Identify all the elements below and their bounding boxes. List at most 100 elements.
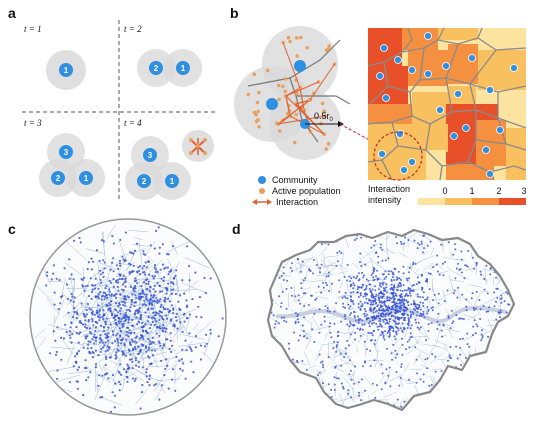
community-point (351, 300, 354, 302)
community-point (358, 394, 361, 397)
voronoi-edge (98, 262, 118, 270)
voronoi-edge (166, 286, 180, 299)
community-point (124, 354, 128, 357)
community-point (148, 343, 151, 346)
community-point (117, 289, 120, 292)
community-point (374, 339, 377, 342)
community-point (154, 268, 157, 271)
community-point (133, 379, 136, 382)
community-point (199, 386, 202, 389)
population-dot (288, 39, 292, 44)
community-point (273, 245, 276, 248)
community-point (365, 348, 368, 351)
community-point (217, 335, 220, 338)
community-point (295, 392, 298, 394)
community-point (373, 330, 376, 332)
voronoi-edge (405, 260, 422, 270)
community-point (489, 361, 492, 364)
community-point (415, 307, 418, 310)
community-point (489, 273, 492, 276)
community-point (344, 352, 347, 355)
community-point (340, 320, 343, 323)
community-point (388, 335, 391, 338)
community-point (399, 289, 402, 292)
community-point (143, 293, 146, 296)
community-point (153, 247, 156, 250)
community-point (374, 310, 377, 313)
community-point (377, 288, 380, 291)
community-point (119, 335, 122, 338)
community-point (301, 360, 304, 362)
community-point (394, 316, 397, 319)
community-point (461, 383, 464, 386)
community-point (142, 344, 145, 347)
community-point (91, 338, 94, 341)
voronoi-edge (115, 262, 131, 266)
community-point (157, 340, 160, 343)
community-point (394, 349, 397, 352)
community-point (117, 305, 120, 308)
community-point (51, 245, 55, 248)
community-point (191, 298, 194, 301)
community-point (154, 383, 157, 386)
community-point (390, 283, 393, 286)
voronoi-edge (148, 329, 153, 340)
community-point (343, 276, 346, 278)
community-point (151, 321, 155, 324)
community-point (183, 292, 186, 295)
community-point (91, 320, 94, 323)
community-point (374, 317, 377, 320)
community-point (135, 364, 138, 367)
colorbar-tick-3: 3 (521, 186, 526, 196)
community-point (333, 340, 336, 343)
community-point (333, 322, 336, 325)
community-point (417, 281, 420, 284)
community-point (102, 275, 105, 278)
community-point (114, 354, 117, 357)
community-point (163, 300, 166, 303)
community-point (114, 382, 117, 385)
community-point (120, 339, 123, 342)
voronoi-edge (171, 241, 178, 256)
community-point (95, 249, 98, 252)
voronoi-edge (371, 389, 377, 395)
community-point (469, 238, 472, 241)
community-point (449, 327, 452, 330)
community-point (181, 348, 184, 351)
voronoi-edge (109, 360, 126, 370)
community-point (325, 275, 328, 278)
community-point (152, 294, 155, 297)
community-point (80, 321, 83, 325)
community-point (293, 394, 296, 397)
community-point (124, 301, 127, 304)
community-point (292, 247, 295, 250)
community-point (359, 261, 361, 264)
community-point (318, 353, 321, 356)
community-point (97, 354, 100, 357)
community-point (385, 313, 388, 316)
voronoi-edge (184, 257, 211, 269)
community-point (112, 316, 115, 320)
population-dot (292, 140, 297, 145)
community-point (476, 397, 479, 400)
community-point (398, 282, 401, 285)
community-point (105, 357, 108, 360)
voronoi-edge (93, 277, 110, 286)
community-point (159, 314, 162, 317)
community-point (156, 270, 159, 273)
community-point (131, 318, 134, 321)
community-point (82, 393, 85, 397)
voronoi-edge (510, 287, 514, 290)
community-point (373, 321, 375, 324)
community-point (333, 310, 336, 313)
community-point (302, 279, 305, 282)
community-point (372, 296, 375, 299)
community-point (453, 289, 456, 292)
community-point (101, 396, 104, 399)
community-point (90, 297, 93, 300)
voronoi-edge (348, 370, 357, 381)
community-point (407, 322, 410, 325)
voronoi-edge (495, 271, 501, 283)
community-point (335, 377, 338, 380)
community-point (392, 294, 395, 297)
